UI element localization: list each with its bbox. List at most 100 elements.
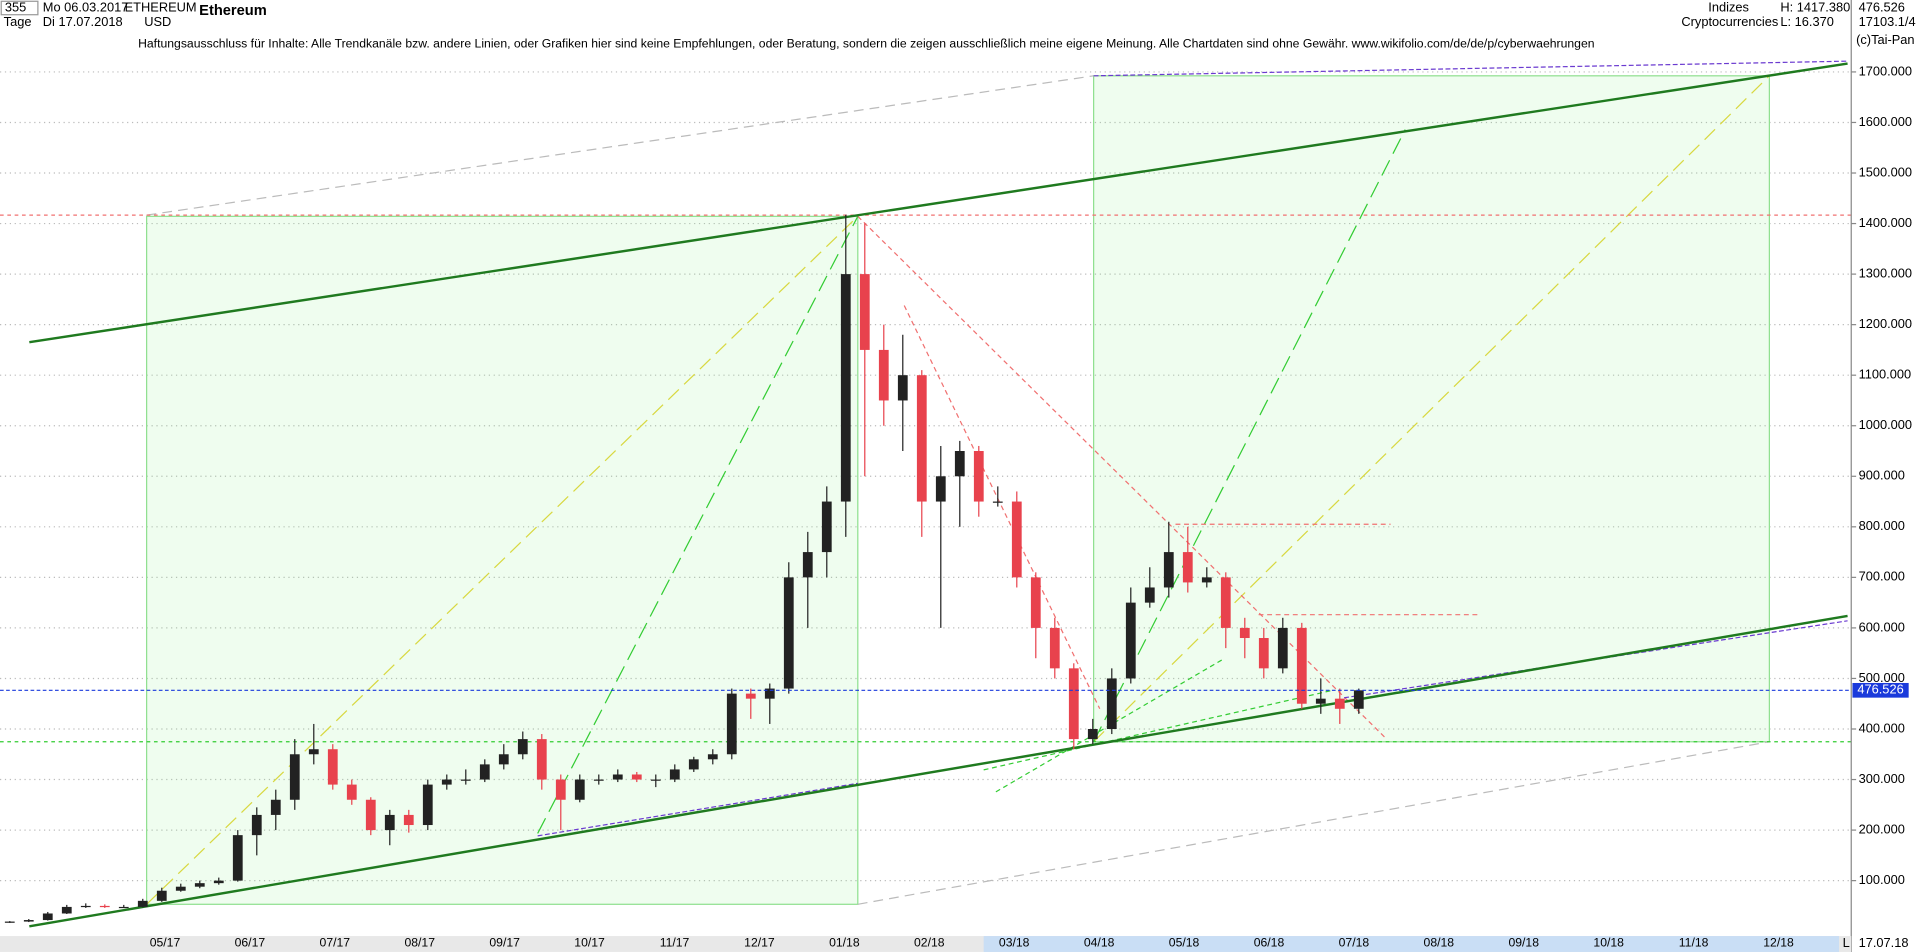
x-tick-label: 07/17 <box>320 936 351 950</box>
disclaimer: Haftungsausschluss für Inhalte: Alle Tre… <box>138 36 1594 50</box>
candle-body <box>1201 577 1212 583</box>
x-tick-label: 03/18 <box>999 936 1030 950</box>
candle-body <box>1353 690 1364 709</box>
candle-body <box>498 754 509 765</box>
title: Ethereum <box>199 3 267 19</box>
x-tick-label: 06/18 <box>1254 936 1285 950</box>
candle-body <box>232 835 243 881</box>
candle-body <box>213 880 224 884</box>
candle-body <box>194 883 205 887</box>
candle-body <box>1220 577 1231 628</box>
symbol: ETHEREUM <box>125 0 197 14</box>
candle-body <box>859 274 870 350</box>
y-tick-label: 300.000 <box>1859 771 1905 786</box>
candle-body <box>1125 602 1136 679</box>
group: Indizes <box>1708 0 1749 14</box>
last: 476.526 <box>1859 0 1905 14</box>
period[interactable]: Tage <box>4 14 32 29</box>
footer-date: 17.07.18 <box>1859 935 1909 950</box>
x-tick-label: 10/17 <box>574 936 605 950</box>
last-price-tag <box>1852 682 1909 698</box>
candle-body <box>1277 627 1288 669</box>
fan-line <box>1093 75 1770 743</box>
candles <box>4 214 1364 923</box>
y-tick-label: 1200.000 <box>1859 316 1913 331</box>
y-tick-label: 1300.000 <box>1859 265 1913 280</box>
candle-body <box>479 764 490 780</box>
fan-line <box>146 215 859 905</box>
candle-body <box>897 375 908 401</box>
candle-body <box>422 784 433 826</box>
candle-body <box>1068 668 1079 740</box>
y-tick-label: 1400.000 <box>1859 215 1913 230</box>
high: H: 1417.380 <box>1780 0 1850 14</box>
candle-body <box>840 274 851 502</box>
y-tick-label: 700.000 <box>1859 569 1905 584</box>
x-tick-label: 12/17 <box>744 936 775 950</box>
y-tick-label: 1500.000 <box>1859 164 1913 179</box>
candle-body <box>4 921 15 923</box>
candle-body <box>536 739 547 780</box>
x-tick-label: 09/18 <box>1508 936 1539 950</box>
dashed-line <box>857 741 1770 905</box>
candle-body <box>650 779 661 781</box>
candle-body <box>346 784 357 800</box>
candle-body <box>441 779 452 785</box>
x-tick-label: 11/17 <box>660 936 690 950</box>
x-tick-label: 12/18 <box>1763 936 1794 950</box>
x-tick-label: 06/17 <box>235 936 266 950</box>
candle-body <box>80 905 91 908</box>
candle-body <box>935 476 946 502</box>
candle-body <box>688 759 699 770</box>
y-tick-label: 1000.000 <box>1859 417 1913 432</box>
y-tick-label: 800.000 <box>1859 518 1905 533</box>
candle-body <box>118 906 129 909</box>
x-tick-label: 04/18 <box>1084 936 1115 950</box>
fan-line <box>1093 129 1406 743</box>
candle-body <box>42 913 53 921</box>
x-tick-label: 10/18 <box>1593 936 1624 950</box>
candle-body <box>327 749 338 785</box>
candle-body <box>802 552 813 578</box>
candle-body <box>99 905 110 908</box>
bars-box[interactable] <box>0 0 39 16</box>
y-tick-label: 200.000 <box>1859 821 1905 836</box>
candle-body <box>612 774 623 780</box>
candle-body <box>23 920 34 922</box>
candle-body <box>1144 587 1155 603</box>
x-tick-label: 05/17 <box>150 936 181 950</box>
channel-bottom <box>29 614 1848 928</box>
x-tick-label: 05/18 <box>1169 936 1200 950</box>
candle-body <box>1106 678 1117 729</box>
candle-body <box>137 900 148 907</box>
x-tick-label: 07/18 <box>1339 936 1370 950</box>
candle-body <box>1049 627 1060 669</box>
last-price-label: 476.526 <box>1857 682 1903 697</box>
fan-line <box>537 216 859 834</box>
y-tick-label: 400.000 <box>1859 720 1905 735</box>
x-tick-label: 09/17 <box>489 936 520 950</box>
x-tick-label: 01/18 <box>829 936 860 950</box>
code: 17103.1/4 <box>1859 14 1916 29</box>
candle-body <box>593 779 604 781</box>
grid <box>0 71 1852 882</box>
channel-line <box>537 782 858 837</box>
candle-body <box>517 739 528 755</box>
candle-body <box>384 814 395 831</box>
candle-body <box>555 779 566 800</box>
candle-body <box>251 814 262 836</box>
y-tick-label: 600.000 <box>1859 619 1905 634</box>
trend-line <box>903 305 1101 710</box>
candle-body <box>783 577 794 689</box>
candle-body <box>726 693 737 755</box>
currency: USD <box>144 14 171 29</box>
x-tick-label: 08/17 <box>404 936 435 950</box>
start-day: Mo 06.03.2017 <box>43 0 129 14</box>
header-bg <box>0 0 1852 35</box>
candle-body <box>156 890 167 901</box>
candle-body <box>669 769 680 780</box>
candle-body <box>1239 627 1250 639</box>
candle-body <box>764 688 775 699</box>
